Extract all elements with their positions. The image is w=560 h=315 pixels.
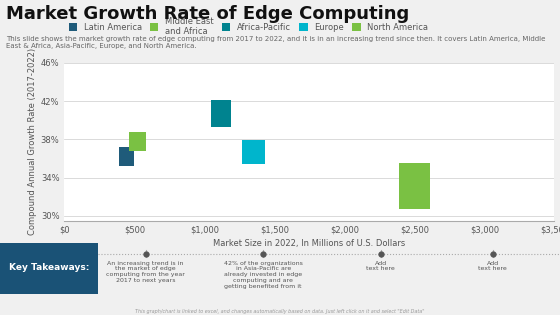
Text: This slide shows the market growth rate of edge computing from 2017 to 2022, and: This slide shows the market growth rate …	[6, 36, 545, 49]
Text: This graph/chart is linked to excel, and changes automatically based on data. Ju: This graph/chart is linked to excel, and…	[136, 309, 424, 314]
Legend: Latin America, Middle East
and Africa, Africa-Pacific, Europe, North America: Latin America, Middle East and Africa, A…	[68, 17, 428, 36]
FancyBboxPatch shape	[212, 100, 231, 127]
FancyBboxPatch shape	[399, 163, 430, 209]
FancyBboxPatch shape	[129, 132, 146, 151]
FancyBboxPatch shape	[119, 147, 134, 166]
Text: 42% of the organizations
in Asia-Pacific are
already invested in edge
computing : 42% of the organizations in Asia-Pacific…	[224, 261, 302, 289]
Text: Add
text here: Add text here	[366, 261, 395, 271]
Y-axis label: Compound Annual Growth Rate (2017-2022): Compound Annual Growth Rate (2017-2022)	[27, 48, 36, 235]
FancyBboxPatch shape	[242, 140, 265, 164]
Text: Add
text here: Add text here	[478, 261, 507, 271]
X-axis label: Market Size in 2022, In Millions of U.S. Dollars: Market Size in 2022, In Millions of U.S.…	[213, 238, 405, 248]
Text: Market Growth Rate of Edge Computing: Market Growth Rate of Edge Computing	[6, 5, 409, 23]
Text: An increasing trend is in
the market of edge
computing from the year
2017 to nex: An increasing trend is in the market of …	[106, 261, 185, 283]
Text: Key Takeaways:: Key Takeaways:	[8, 263, 89, 272]
FancyBboxPatch shape	[0, 243, 98, 294]
